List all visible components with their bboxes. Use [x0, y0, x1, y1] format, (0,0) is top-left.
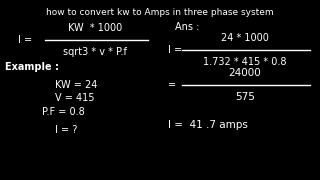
Text: 24000: 24000 — [228, 68, 261, 78]
Text: sqrt3 * v * P.f: sqrt3 * v * P.f — [63, 47, 127, 57]
Text: V = 415: V = 415 — [55, 93, 94, 103]
Text: Ans :: Ans : — [175, 22, 199, 32]
Text: how to convert kw to Amps in three phase system: how to convert kw to Amps in three phase… — [46, 8, 274, 17]
Text: I =  41 .7 amps: I = 41 .7 amps — [168, 120, 248, 130]
Text: I =: I = — [18, 35, 32, 45]
Text: 1.732 * 415 * 0.8: 1.732 * 415 * 0.8 — [203, 57, 287, 67]
Text: KW = 24: KW = 24 — [55, 80, 97, 90]
Text: I =: I = — [168, 45, 182, 55]
Text: =: = — [168, 80, 176, 90]
Text: KW  * 1000: KW * 1000 — [68, 23, 122, 33]
Text: Example :: Example : — [5, 62, 59, 72]
Text: I = ?: I = ? — [55, 125, 77, 135]
Text: 24 * 1000: 24 * 1000 — [221, 33, 269, 43]
Text: 575: 575 — [235, 92, 255, 102]
Text: P.F = 0.8: P.F = 0.8 — [42, 107, 85, 117]
